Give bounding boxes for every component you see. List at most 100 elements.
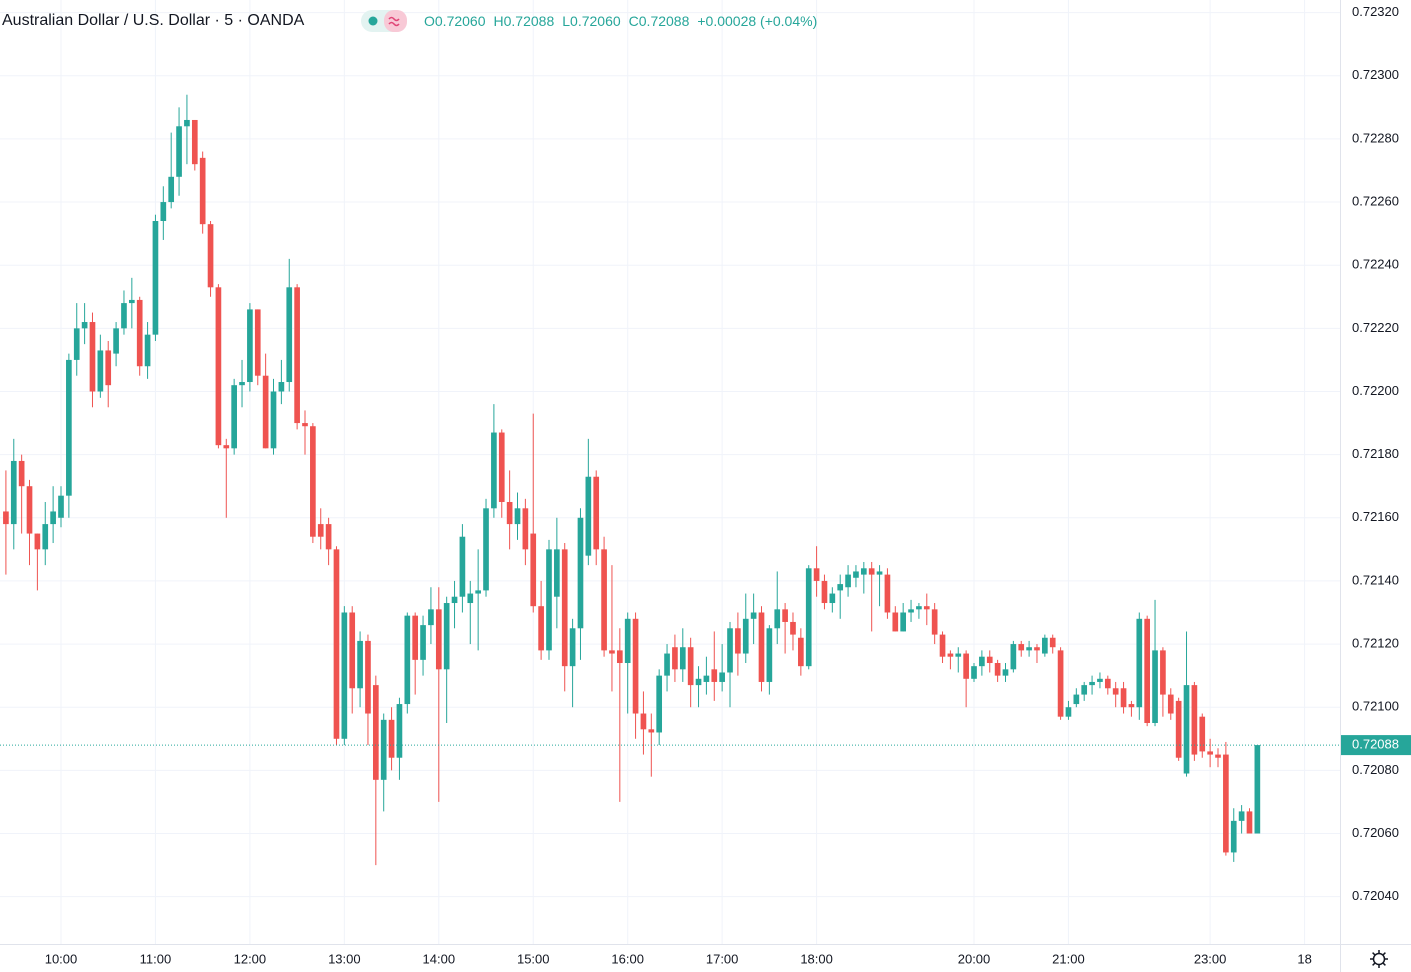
candle-body bbox=[609, 650, 615, 654]
candle-body bbox=[239, 382, 245, 386]
change-value: +0.00028 (+0.04%) bbox=[697, 13, 817, 29]
candle-body bbox=[467, 593, 474, 604]
candle-body bbox=[1175, 700, 1182, 758]
settings-icon[interactable] bbox=[1370, 950, 1388, 968]
y-tick-label: 0.72060 bbox=[1352, 825, 1399, 840]
y-tick-label: 0.72080 bbox=[1352, 762, 1399, 777]
candle-body bbox=[979, 656, 985, 667]
candle-body bbox=[105, 350, 112, 386]
x-tick-label: 16:00 bbox=[611, 951, 644, 966]
candle-body bbox=[805, 568, 812, 667]
candle-body bbox=[1026, 647, 1032, 651]
candle-body bbox=[695, 678, 702, 686]
candle-body bbox=[1065, 707, 1072, 717]
candle-body bbox=[1215, 754, 1221, 758]
candle-body bbox=[294, 287, 300, 424]
candle-body bbox=[278, 382, 285, 392]
ohlc-legend: O0.72060 H0.72088 L0.72060 C0.72088 +0.00028… bbox=[424, 13, 817, 29]
axes: 0.72040 0.72060 0.72080 0.72100 0.72120 0.721… bbox=[45, 4, 1411, 966]
y-tick-label: 0.72220 bbox=[1352, 320, 1399, 335]
candle-body bbox=[152, 221, 159, 335]
candle-body bbox=[349, 612, 356, 689]
y-tick-label: 0.72260 bbox=[1352, 193, 1399, 208]
x-tick-label: 17:00 bbox=[706, 951, 739, 966]
candle-body bbox=[986, 656, 993, 664]
candle-body bbox=[3, 511, 9, 525]
candle-body bbox=[538, 606, 544, 651]
candle-body bbox=[58, 495, 64, 518]
gear-teeth bbox=[1370, 950, 1388, 968]
candle-body bbox=[679, 647, 686, 670]
candle-body bbox=[931, 609, 938, 635]
x-tick-label: 15:00 bbox=[517, 951, 550, 966]
candle-body bbox=[1128, 704, 1135, 708]
candle-body bbox=[333, 549, 340, 739]
candle-body bbox=[270, 391, 277, 449]
candle-body bbox=[34, 533, 41, 550]
y-tick-label: 0.72300 bbox=[1352, 67, 1399, 82]
candle-body bbox=[365, 640, 371, 714]
candle-body bbox=[231, 385, 237, 449]
candle-body bbox=[215, 287, 222, 446]
candle-body bbox=[428, 609, 434, 626]
candle-body bbox=[790, 621, 796, 635]
candle-body bbox=[1246, 811, 1253, 834]
candle-body bbox=[656, 675, 663, 733]
candle-body bbox=[735, 628, 741, 654]
candle-body bbox=[916, 606, 922, 610]
grid bbox=[0, 0, 1340, 944]
candle-body bbox=[207, 224, 214, 288]
candle-body bbox=[1002, 669, 1009, 676]
candle-body bbox=[1191, 685, 1198, 755]
x-tick-label: 21:00 bbox=[1052, 951, 1085, 966]
candle-body bbox=[892, 612, 899, 632]
candle-body bbox=[1230, 820, 1237, 853]
candle-body bbox=[184, 119, 190, 127]
ohlc-label: L bbox=[562, 13, 570, 29]
candle-body bbox=[420, 625, 426, 660]
candle-body bbox=[782, 609, 788, 622]
candle-body bbox=[1183, 685, 1190, 774]
candle-body bbox=[191, 119, 198, 165]
candle-body bbox=[435, 609, 442, 670]
candle-body bbox=[89, 322, 96, 392]
candle-body bbox=[247, 309, 253, 383]
candle-body bbox=[459, 536, 466, 597]
candle-body bbox=[703, 675, 710, 682]
last-price-box bbox=[1341, 735, 1411, 756]
last-price-label: 0.72088 bbox=[1352, 737, 1399, 752]
candle-body bbox=[514, 508, 521, 525]
candle-body bbox=[412, 615, 419, 660]
y-tick-label: 0.72240 bbox=[1352, 257, 1399, 272]
x-tick-label: 20:00 bbox=[958, 951, 991, 966]
candle-body bbox=[317, 524, 324, 537]
y-tick-label: 0.72280 bbox=[1352, 130, 1399, 145]
candle-body bbox=[742, 618, 749, 654]
candle-body bbox=[396, 704, 403, 758]
candle-body bbox=[860, 568, 867, 575]
candle-body bbox=[750, 612, 757, 619]
candle-body bbox=[223, 445, 230, 449]
candle-body bbox=[262, 375, 269, 449]
candle-body bbox=[632, 618, 639, 714]
candle-body bbox=[1144, 618, 1150, 723]
candle-body bbox=[1199, 716, 1206, 752]
ohlc-value: 0.72060 bbox=[570, 13, 621, 29]
candle-body bbox=[1152, 650, 1158, 723]
candle-body bbox=[569, 628, 576, 667]
candle-body bbox=[66, 359, 72, 496]
candle-body bbox=[73, 328, 80, 360]
candle-body bbox=[302, 423, 308, 427]
candle-body bbox=[868, 568, 875, 575]
candle-body bbox=[616, 650, 623, 664]
candle-body bbox=[554, 549, 560, 597]
candle-body bbox=[672, 647, 678, 670]
candle-body bbox=[1160, 650, 1166, 695]
candle-body bbox=[648, 729, 655, 733]
ohlc-value: 0.72060 bbox=[435, 13, 486, 29]
candle-body bbox=[357, 640, 363, 689]
candle-body bbox=[530, 533, 537, 607]
candle-body bbox=[522, 508, 529, 550]
candle-body bbox=[939, 634, 946, 657]
